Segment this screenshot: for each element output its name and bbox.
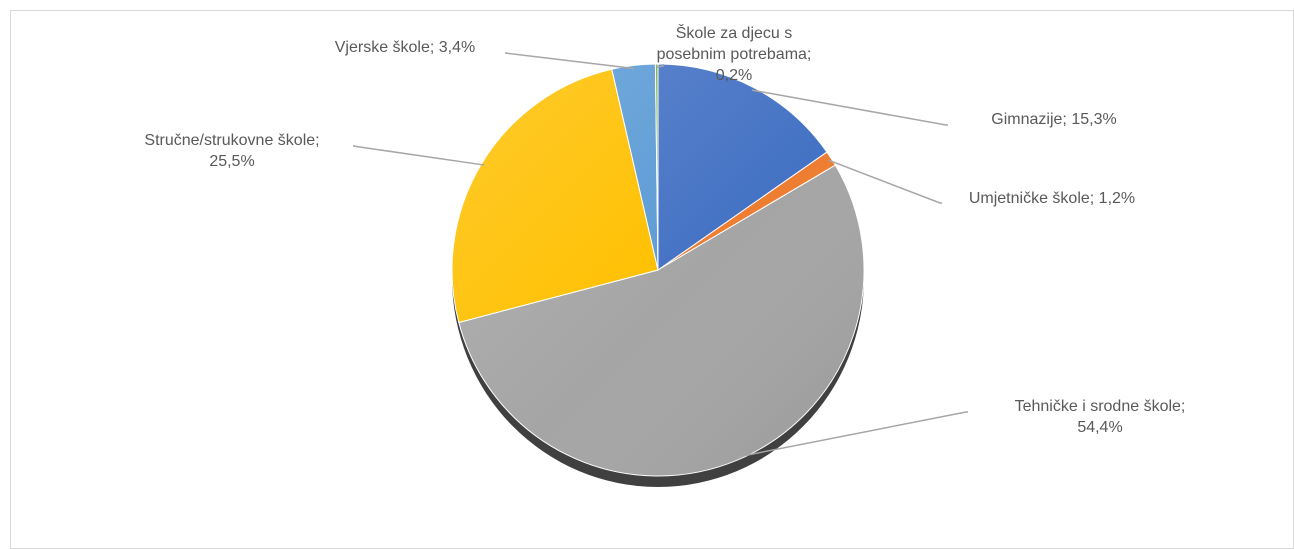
data-label: Škole za djecu s posebnim potrebama; 0,2% — [657, 23, 812, 84]
leader-lines — [352, 52, 968, 458]
data-label: Umjetničke škole; 1,2% — [969, 190, 1135, 207]
data-label-line: 25,5% — [209, 153, 254, 170]
data-label: Tehničke i srodne škole; 54,4% — [1015, 398, 1186, 436]
data-label-line: 54,4% — [1077, 419, 1122, 436]
data-label-line: Gimnazije; 15,3% — [991, 111, 1116, 128]
data-label-line: Vjerske škole; 3,4% — [335, 39, 476, 56]
data-label: Stručne/strukovne škole; 25,5% — [144, 132, 319, 170]
data-label-line: Tehničke i srodne škole; — [1015, 398, 1186, 415]
data-labels: Gimnazije; 15,3% Umjetničke škole; 1,2% Te… — [144, 23, 1185, 436]
data-label: Gimnazije; 15,3% — [991, 111, 1116, 128]
data-label: Vjerske škole; 3,4% — [335, 39, 476, 56]
leader-line — [751, 89, 948, 126]
pie-slices — [451, 63, 865, 477]
leader-line — [352, 145, 485, 166]
data-label-line: Stručne/strukovne škole; — [144, 132, 319, 149]
data-label-line: Umjetničke škole; 1,2% — [969, 190, 1135, 207]
leader-line — [504, 52, 634, 70]
data-label-line: 0,2% — [716, 67, 752, 84]
leader-line — [828, 159, 942, 204]
leader-line — [656, 64, 664, 68]
data-label-line: posebnim potrebama; — [657, 46, 812, 63]
leader-line — [736, 411, 968, 458]
data-label-line: Škole za djecu s — [676, 23, 793, 42]
